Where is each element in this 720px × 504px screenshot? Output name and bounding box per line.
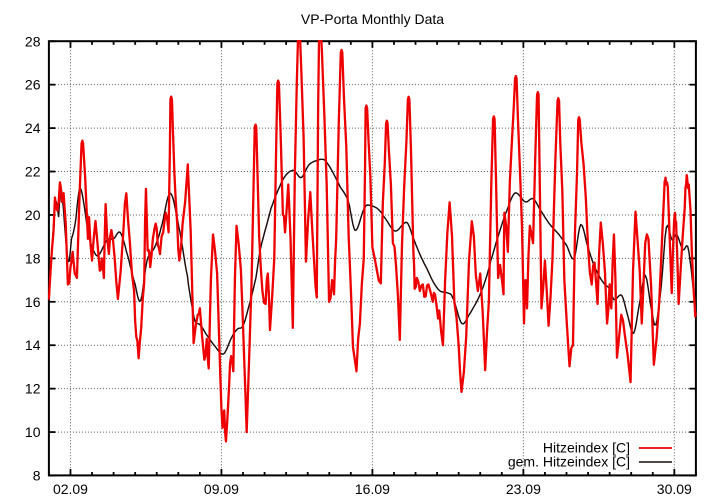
svg-text:20: 20: [25, 207, 41, 223]
svg-text:12: 12: [25, 381, 41, 397]
svg-text:Hitzeindex [C]: Hitzeindex [C]: [543, 440, 630, 456]
svg-text:16: 16: [25, 294, 41, 310]
svg-text:gem. Hitzeindex [C]: gem. Hitzeindex [C]: [508, 454, 630, 470]
svg-text:8: 8: [33, 468, 41, 484]
svg-text:23.09: 23.09: [506, 481, 541, 497]
svg-text:28: 28: [25, 33, 41, 49]
svg-text:02.09: 02.09: [53, 481, 88, 497]
svg-text:24: 24: [25, 120, 41, 136]
svg-text:30.09: 30.09: [657, 481, 692, 497]
svg-text:18: 18: [25, 250, 41, 266]
svg-text:26: 26: [25, 77, 41, 93]
svg-text:16.09: 16.09: [355, 481, 390, 497]
svg-text:VP-Porta Monthly Data: VP-Porta Monthly Data: [301, 11, 444, 27]
svg-text:22: 22: [25, 164, 41, 180]
svg-text:09.09: 09.09: [204, 481, 239, 497]
svg-text:14: 14: [25, 337, 41, 353]
svg-text:10: 10: [25, 424, 41, 440]
